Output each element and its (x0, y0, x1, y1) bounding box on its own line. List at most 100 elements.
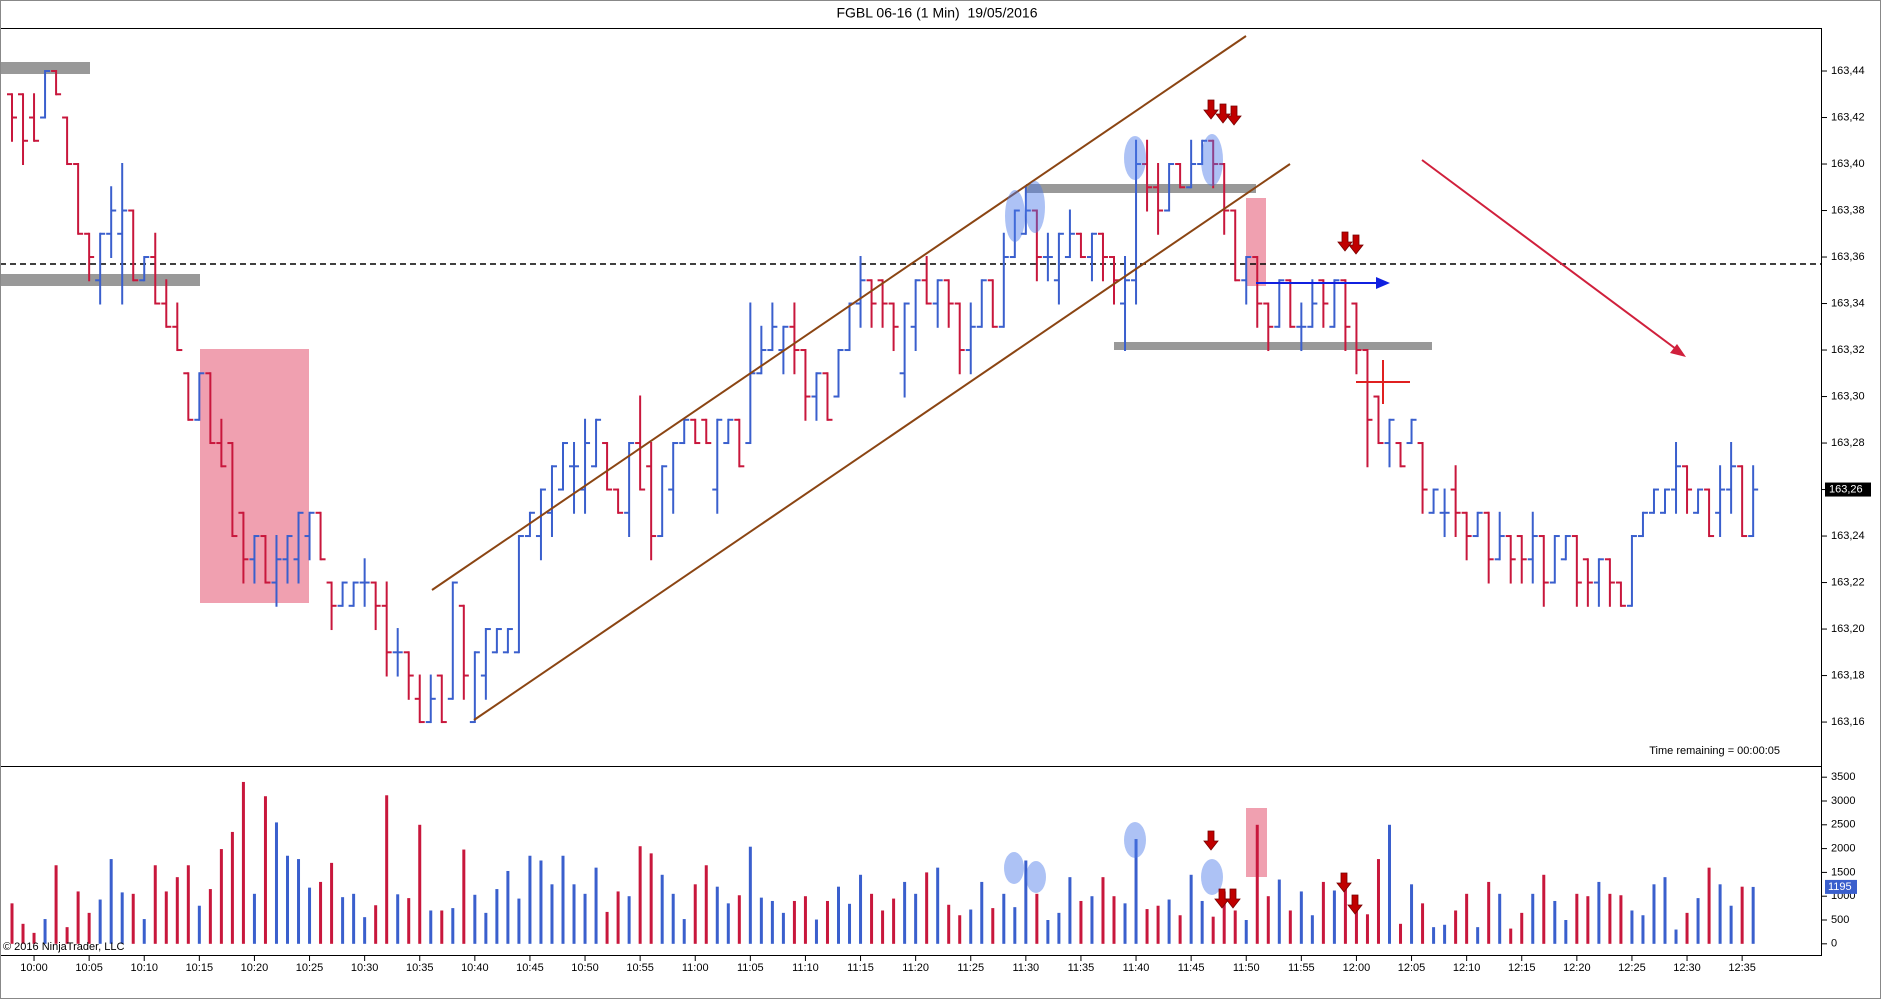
last-value-box (1825, 482, 1871, 497)
volume-bar (98, 899, 102, 944)
x-tick-label: 12:05 (1398, 962, 1426, 974)
volume-bar (1057, 912, 1061, 944)
channel-line (473, 163, 1291, 721)
ellipse (1201, 859, 1223, 895)
price-bar (425, 674, 436, 724)
price-bar (1505, 535, 1516, 584)
down-arrow (1214, 888, 1230, 909)
x-tick-label: 12:10 (1453, 962, 1481, 974)
price-bar (1042, 232, 1053, 282)
price-bar (535, 488, 546, 561)
volume-bar (1432, 927, 1436, 944)
price-bar (569, 442, 580, 514)
volume-bar (947, 904, 951, 944)
price-bar (1494, 511, 1505, 561)
volume-bar (616, 891, 620, 944)
price-bar (293, 511, 304, 584)
volume-bar (1255, 824, 1259, 944)
x-tick-label: 10:05 (75, 962, 103, 974)
price-bar (1241, 256, 1252, 305)
y-tick-label: 163,44 (1831, 65, 1865, 77)
volume-bar (704, 865, 708, 944)
volume-bar (892, 898, 896, 944)
y-tick-label: 163,38 (1831, 204, 1865, 216)
down-arrow (1225, 888, 1241, 909)
price-bar (1285, 279, 1296, 328)
y-tick-label: 163,24 (1831, 530, 1865, 542)
price-bar (1031, 209, 1042, 282)
price-bar (73, 163, 84, 235)
price-bar (1693, 488, 1704, 514)
x-tick-label: 12:15 (1508, 962, 1536, 974)
volume-bar (1509, 928, 1513, 944)
volume-bar (1608, 893, 1612, 944)
volume-bar (903, 881, 907, 944)
price-bar (29, 93, 40, 142)
x-tick-label: 11:55 (1288, 962, 1315, 974)
down-arrow (1347, 894, 1363, 915)
volume-bar (484, 912, 488, 944)
volume-bar (1531, 893, 1535, 944)
price-bar (304, 511, 315, 561)
price-bar (1704, 488, 1715, 538)
volume-bar (991, 908, 995, 944)
chart-title: FGBL 06-16 (1 Min) 19/05/2016 (836, 5, 1037, 21)
x-tick-label: 11:15 (847, 962, 874, 974)
volume-bar (363, 917, 367, 944)
volume-bar (440, 910, 444, 944)
price-bar (447, 581, 458, 700)
volume-bar (109, 859, 113, 944)
volume-bar (1454, 910, 1458, 944)
volume-bar (1343, 878, 1347, 944)
price-bar (701, 418, 712, 445)
volume-bar (1674, 929, 1678, 944)
volume-bar (1079, 900, 1083, 944)
price-bar (491, 628, 502, 654)
volume-bar (539, 860, 543, 944)
y-tick-label: 3500 (1831, 771, 1855, 783)
x-tick-label: 12:25 (1618, 962, 1646, 974)
volume-bar (1597, 881, 1601, 944)
price-bar (1263, 302, 1274, 352)
price-bar (1086, 232, 1097, 282)
volume-bar (759, 897, 763, 944)
price-bar (95, 232, 106, 305)
price-bar (227, 442, 238, 538)
price-bar (1516, 535, 1527, 584)
volume-bar (969, 909, 973, 944)
arrow-head (1376, 277, 1390, 289)
price-bar (1395, 442, 1406, 468)
volume-bar (936, 867, 940, 944)
price-bar (1142, 139, 1153, 212)
y-tick-label: 163,30 (1831, 390, 1865, 402)
volume-bar (1189, 874, 1193, 944)
price-bar (7, 93, 17, 142)
price-bar (1527, 511, 1538, 584)
volume-bar (671, 893, 675, 944)
price-bar (1682, 465, 1693, 514)
arrow-head (1670, 344, 1686, 357)
y-tick-label: 500 (1831, 914, 1849, 926)
price-bar (822, 372, 833, 421)
price-bar (1384, 418, 1395, 468)
volume-bar (848, 903, 852, 944)
volume-bar (1178, 915, 1182, 944)
price-bar (690, 418, 701, 445)
price-bar (1671, 442, 1682, 514)
price-bar (602, 442, 613, 491)
ellipse (1025, 181, 1045, 233)
x-tick-label: 11:25 (957, 962, 984, 974)
volume-bar (605, 911, 609, 944)
channel-line (431, 35, 1247, 591)
volume-bar (1156, 905, 1160, 944)
volume-bar (21, 923, 25, 944)
volume-bar (693, 884, 697, 944)
y-tick-label: 2500 (1831, 819, 1855, 831)
volume-bar (263, 796, 267, 944)
volume-bar (1200, 900, 1204, 944)
price-bar (1097, 232, 1108, 282)
price-bar (62, 116, 73, 166)
price-bar (734, 418, 745, 468)
price-bar (1362, 349, 1373, 468)
volume-bar (770, 900, 774, 944)
